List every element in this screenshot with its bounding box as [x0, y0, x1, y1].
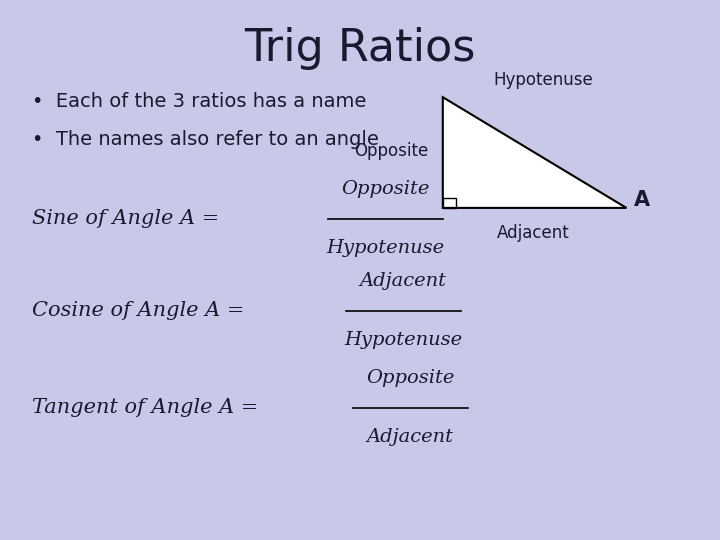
- Text: Cosine of Angle A =: Cosine of Angle A =: [32, 301, 245, 320]
- Text: Trig Ratios: Trig Ratios: [244, 27, 476, 70]
- Bar: [443, 198, 456, 208]
- Text: Adjacent: Adjacent: [367, 428, 454, 446]
- Text: •  The names also refer to an angle: • The names also refer to an angle: [32, 130, 379, 148]
- Text: Hypotenuse: Hypotenuse: [494, 71, 593, 89]
- Text: Tangent of Angle A =: Tangent of Angle A =: [32, 398, 258, 417]
- Text: Opposite: Opposite: [341, 180, 429, 198]
- Text: Adjacent: Adjacent: [360, 272, 446, 290]
- Text: Sine of Angle A =: Sine of Angle A =: [32, 209, 220, 228]
- Text: Adjacent: Adjacent: [496, 224, 570, 242]
- Polygon shape: [443, 97, 626, 208]
- Text: Hypotenuse: Hypotenuse: [326, 239, 444, 257]
- Text: A: A: [634, 190, 649, 210]
- Text: Opposite: Opposite: [366, 369, 454, 387]
- Text: •  Each of the 3 ratios has a name: • Each of the 3 ratios has a name: [32, 92, 366, 111]
- Text: Opposite: Opposite: [354, 142, 428, 160]
- Text: Hypotenuse: Hypotenuse: [344, 331, 462, 349]
